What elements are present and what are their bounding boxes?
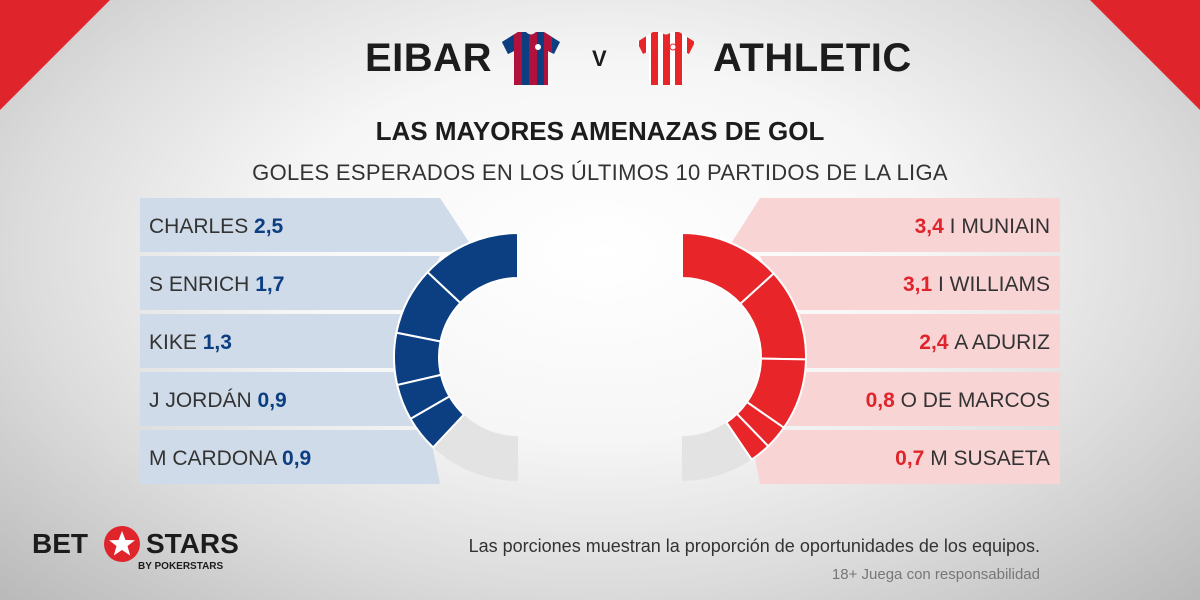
donut-group-athletic: 3,4 I MUNIAIN 3,1 I WILLIAMS 2,4 A ADURIZ 0… xyxy=(681,198,1060,484)
player-panel-eibar-4 xyxy=(140,428,440,484)
player-panel-athletic-3 xyxy=(760,372,1060,434)
athletic-jersey-icon xyxy=(637,32,695,85)
player-panel-eibar-2 xyxy=(140,314,440,368)
away-team-name: ATHLETIC xyxy=(713,36,912,80)
player-panel-athletic-1 xyxy=(760,256,1060,318)
star-icon xyxy=(104,526,140,562)
donut-remainder-eibar xyxy=(433,414,518,481)
chart-subtitle: GOLES ESPERADOS EN LOS ÚLTIMOS 10 PARTID… xyxy=(252,160,948,185)
corner-accent-right xyxy=(1090,0,1200,110)
player-label-eibar-1: S ENRICH 1,7 xyxy=(149,273,284,296)
logo-bet-text: BET xyxy=(32,528,88,559)
player-label-athletic-1: 3,1 I WILLIAMS xyxy=(903,273,1050,296)
match-header: EIBAR V ATHLETIC xyxy=(0,28,1200,88)
donut-remainder-athletic xyxy=(682,422,752,481)
player-name: O DE MARCOS xyxy=(901,389,1050,412)
chart-title: LAS MAYORES AMENAZAS DE GOL xyxy=(375,116,825,146)
versus-label: V xyxy=(592,46,607,71)
player-name: M CARDONA xyxy=(149,447,282,470)
player-panel-eibar-3 xyxy=(140,372,440,426)
player-label-athletic-2: 2,4 A ADURIZ xyxy=(919,331,1050,354)
player-name: CHARLES xyxy=(149,215,254,238)
player-value: 0,9 xyxy=(282,447,311,470)
corner-accent-left xyxy=(0,0,110,110)
player-name: M SUSAETA xyxy=(930,447,1050,470)
donut-group-eibar: CHARLES 2,5 S ENRICH 1,7 KIKE 1,3 J JORDÁN … xyxy=(140,198,519,484)
donut-slice-athletic-4 xyxy=(725,412,770,461)
betstars-logo: BET STARS BY POKERSTARS xyxy=(32,526,239,578)
player-value: 1,3 xyxy=(203,331,232,354)
home-team-name: EIBAR xyxy=(365,36,492,80)
player-label-athletic-0: 3,4 I MUNIAIN xyxy=(915,215,1050,238)
player-name: KIKE xyxy=(149,331,203,354)
player-panel-eibar-0 xyxy=(140,198,474,252)
player-name: I WILLIAMS xyxy=(938,273,1050,296)
player-panel-athletic-0 xyxy=(726,198,1060,252)
player-label-eibar-0: CHARLES 2,5 xyxy=(149,215,284,238)
player-label-eibar-2: KIKE 1,3 xyxy=(149,331,232,354)
player-panel-eibar-1 xyxy=(140,256,440,310)
player-name: I MUNIAIN xyxy=(950,215,1050,238)
donut-slice-eibar-4 xyxy=(409,395,466,449)
logo-stars-text: STARS xyxy=(146,528,239,559)
player-value: 3,1 xyxy=(903,273,938,296)
player-label-eibar-4: M CARDONA 0,9 xyxy=(149,447,311,470)
player-value: 0,7 xyxy=(895,447,930,470)
player-value: 0,9 xyxy=(258,389,287,412)
player-name: A ADURIZ xyxy=(954,331,1050,354)
player-value: 3,4 xyxy=(915,215,950,238)
responsible-gaming-disclaimer: 18+ Juega con responsabilidad xyxy=(831,566,1040,583)
player-label-athletic-3: 0,8 O DE MARCOS xyxy=(866,389,1050,412)
player-name: J JORDÁN xyxy=(149,389,258,412)
eibar-jersey-icon xyxy=(502,32,560,85)
chart-footnote: Las porciones muestran la proporción de … xyxy=(468,536,1040,556)
player-name: S ENRICH xyxy=(149,273,255,296)
player-panel-athletic-4 xyxy=(753,430,1060,484)
player-label-athletic-4: 0,7 M SUSAETA xyxy=(895,447,1050,470)
player-label-eibar-3: J JORDÁN 0,9 xyxy=(149,389,287,412)
player-value: 2,4 xyxy=(919,331,954,354)
player-value: 0,8 xyxy=(866,389,901,412)
logo-byline: BY POKERSTARS xyxy=(138,561,224,572)
player-value: 1,7 xyxy=(255,273,284,296)
player-panel-athletic-2 xyxy=(760,314,1060,394)
player-value: 2,5 xyxy=(254,215,284,238)
